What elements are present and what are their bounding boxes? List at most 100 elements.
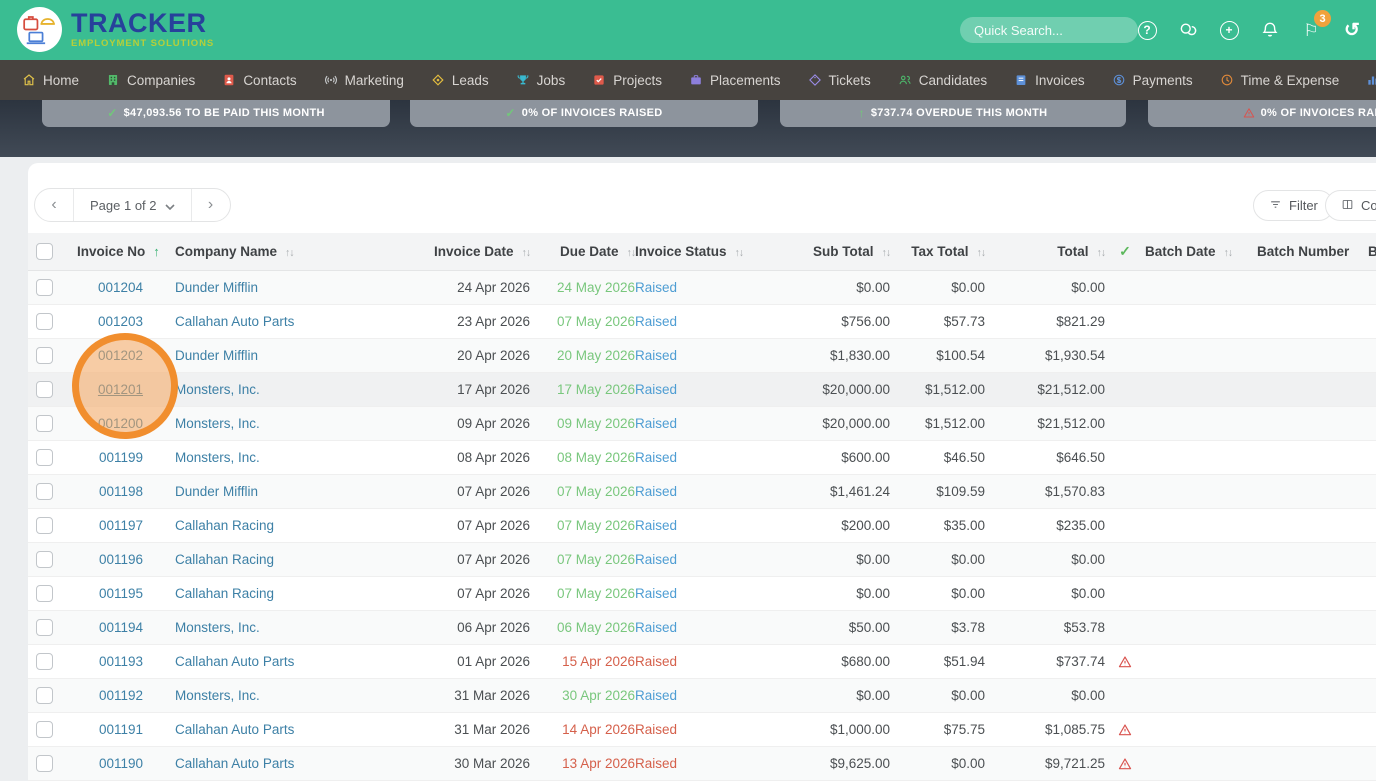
page-selector[interactable]: Page 1 of 2 [73,189,192,221]
invoice-link[interactable]: 001193 [99,654,143,669]
quick-search-input[interactable] [960,17,1138,43]
company-link[interactable]: Callahan Auto Parts [175,314,294,329]
row-checkbox[interactable] [36,721,53,738]
table-row-invoice-001202[interactable]: 001202Dunder Mifflin20 Apr 202620 May 20… [28,339,1376,373]
nav-item-home[interactable]: Home [22,73,79,88]
column-header-batch_date[interactable]: Batch Date↑↓ [1145,233,1257,271]
invoice-link[interactable]: 001199 [99,450,143,465]
row-checkbox[interactable] [36,585,53,602]
invoice-link[interactable]: 001198 [99,484,143,499]
invoice-link[interactable]: 001202 [98,348,143,363]
row-checkbox[interactable] [36,653,53,670]
column-header-invoice_date[interactable]: Invoice Date↑↓ [425,233,530,271]
table-row-invoice-001196[interactable]: 001196Callahan Racing07 Apr 202607 May 2… [28,543,1376,577]
select-all-checkbox[interactable] [36,243,53,260]
column-header-company[interactable]: Company Name↑↓ [175,233,425,271]
company-link[interactable]: Callahan Auto Parts [175,722,294,737]
table-row-invoice-001203[interactable]: 001203Callahan Auto Parts23 Apr 202607 M… [28,305,1376,339]
invoice-link[interactable]: 001197 [99,518,143,533]
column-header-status[interactable]: Invoice Status↑↓ [635,233,800,271]
nav-item-contacts[interactable]: Contacts [222,73,296,88]
table-row-invoice-001200[interactable]: 001200Monsters, Inc.09 Apr 202609 May 20… [28,407,1376,441]
cell-batch_b [1368,543,1376,577]
row-checkbox[interactable] [36,279,53,296]
invoice-link[interactable]: 001196 [99,552,143,567]
invoice-link[interactable]: 001192 [99,688,143,703]
invoice-link[interactable]: 001201 [98,382,143,397]
company-link[interactable]: Dunder Mifflin [175,484,258,499]
table-row-invoice-001197[interactable]: 001197Callahan Racing07 Apr 202607 May 2… [28,509,1376,543]
company-link[interactable]: Monsters, Inc. [175,688,260,703]
table-row-invoice-001201[interactable]: 001201Monsters, Inc.17 Apr 202617 May 20… [28,373,1376,407]
row-checkbox[interactable] [36,313,53,330]
table-row-invoice-001190[interactable]: 001190Callahan Auto Parts30 Mar 202613 A… [28,747,1376,781]
nav-item-time-expense[interactable]: Time & Expense [1220,73,1340,88]
add-icon[interactable]: + [1219,20,1239,40]
row-checkbox[interactable] [36,687,53,704]
company-link[interactable]: Dunder Mifflin [175,348,258,363]
company-link[interactable]: Callahan Racing [175,518,274,533]
history-icon[interactable]: ↺ [1342,20,1362,40]
company-link[interactable]: Callahan Racing [175,552,274,567]
table-row-invoice-001195[interactable]: 001195Callahan Racing07 Apr 202607 May 2… [28,577,1376,611]
table-row-invoice-001198[interactable]: 001198Dunder Mifflin07 Apr 202607 May 20… [28,475,1376,509]
table-row-invoice-001192[interactable]: 001192Monsters, Inc.31 Mar 202630 Apr 20… [28,679,1376,713]
row-checkbox[interactable] [36,619,53,636]
row-checkbox[interactable] [36,449,53,466]
invoice-link[interactable]: 001194 [99,620,143,635]
table-row-invoice-001194[interactable]: 001194Monsters, Inc.06 Apr 202606 May 20… [28,611,1376,645]
row-checkbox[interactable] [36,347,53,364]
row-checkbox[interactable] [36,483,53,500]
row-checkbox[interactable] [36,551,53,568]
row-checkbox[interactable] [36,755,53,772]
company-link[interactable]: Monsters, Inc. [175,450,260,465]
invoice-status-value: Raised [635,722,677,737]
invoice-link[interactable]: 001203 [98,314,143,329]
nav-item-tickets[interactable]: Tickets [808,73,871,88]
company-link[interactable]: Monsters, Inc. [175,382,260,397]
company-link[interactable]: Monsters, Inc. [175,416,260,431]
chat-icon[interactable] [1178,20,1198,40]
next-page-button[interactable]: › [192,189,230,221]
column-header-invoice_no[interactable]: Invoice No↑ [70,233,175,271]
flag-icon[interactable]: ⚐3 [1301,20,1321,40]
row-checkbox[interactable] [36,381,53,398]
nav-item-reporting[interactable]: Reporting [1366,73,1376,88]
company-link[interactable]: Callahan Auto Parts [175,654,294,669]
company-link[interactable]: Callahan Racing [175,586,274,601]
column-header-sub_total[interactable]: Sub Total↑↓ [800,233,890,271]
nav-item-payments[interactable]: Payments [1112,73,1193,88]
column-header-tax_total[interactable]: Tax Total↑↓ [890,233,985,271]
help-icon[interactable]: ? [1137,20,1157,40]
prev-page-button[interactable]: ‹ [35,189,73,221]
notifications-bell-icon[interactable] [1260,20,1280,40]
invoice-link[interactable]: 001204 [98,280,143,295]
table-row-invoice-001193[interactable]: 001193Callahan Auto Parts01 Apr 202615 A… [28,645,1376,679]
table-row-invoice-001191[interactable]: 001191Callahan Auto Parts31 Mar 202614 A… [28,713,1376,747]
invoice-link[interactable]: 001200 [98,416,143,431]
table-row-invoice-001204[interactable]: 001204Dunder Mifflin24 Apr 202624 May 20… [28,271,1376,305]
company-link[interactable]: Monsters, Inc. [175,620,260,635]
nav-item-leads[interactable]: Leads [431,73,489,88]
row-checkbox[interactable] [36,517,53,534]
row-checkbox[interactable] [36,415,53,432]
nav-item-projects[interactable]: Projects [592,73,662,88]
tickets-icon [808,73,822,87]
column-header-label: Tax Total [911,244,968,259]
columns-button[interactable]: Columns [1325,190,1376,221]
due-date-value: 07 May 2026 [557,518,635,533]
invoice-link[interactable]: 001195 [99,586,143,601]
nav-item-candidates[interactable]: Candidates [898,73,987,88]
column-header-due_date[interactable]: Due Date↑↓ [530,233,635,271]
nav-item-invoices[interactable]: Invoices [1014,73,1085,88]
nav-item-jobs[interactable]: Jobs [516,73,566,88]
cell-batch_number [1257,475,1368,509]
table-row-invoice-001199[interactable]: 001199Monsters, Inc.08 Apr 202608 May 20… [28,441,1376,475]
column-header-total[interactable]: Total↑↓ [985,233,1105,271]
nav-item-placements[interactable]: Placements [689,73,781,88]
filter-button[interactable]: Filter [1253,190,1334,221]
company-link[interactable]: Dunder Mifflin [175,280,258,295]
nav-item-marketing[interactable]: Marketing [324,73,404,88]
nav-item-companies[interactable]: Companies [106,73,195,88]
invoice-link[interactable]: 001191 [99,722,143,737]
